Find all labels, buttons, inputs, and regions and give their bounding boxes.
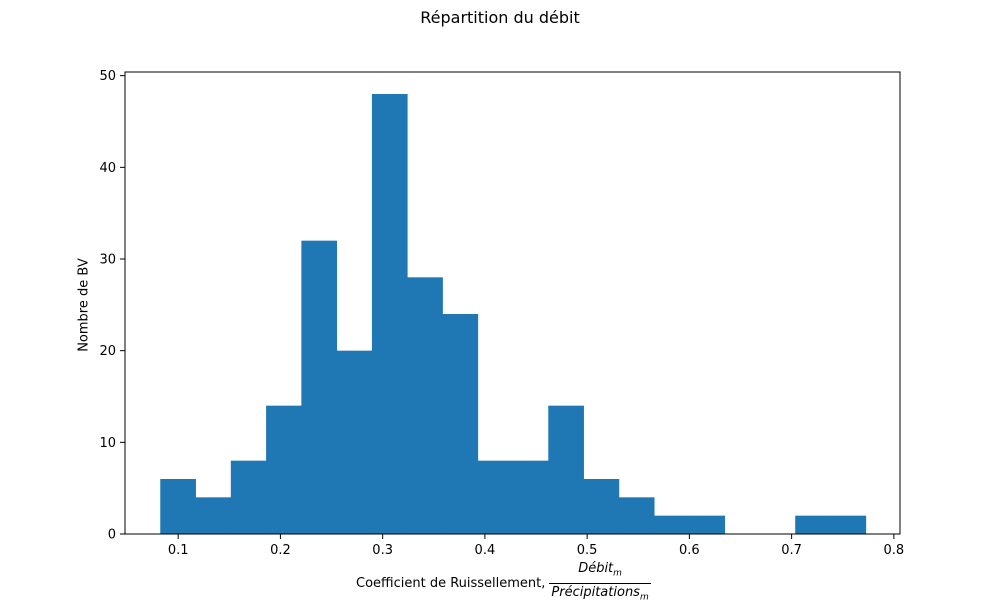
fraction-numerator: Débitm: [576, 561, 624, 583]
x-tick-label: 0.5: [577, 543, 598, 558]
histogram-bar: [160, 479, 196, 534]
y-tick-label: 10: [99, 436, 116, 451]
x-tick-label: 0.2: [270, 543, 291, 558]
x-tick-label: 0.7: [781, 543, 802, 558]
y-tick-label: 30: [99, 253, 116, 268]
x-axis-label-fraction: Débitm Précipitationsm: [549, 561, 651, 605]
y-tick-label: 50: [99, 69, 116, 84]
histogram-bar: [336, 350, 373, 534]
histogram-bar: [371, 94, 408, 534]
histogram-bar: [442, 314, 479, 534]
histogram-bar: [195, 497, 232, 534]
histogram-bar: [830, 515, 867, 534]
x-tick-label: 0.4: [475, 543, 496, 558]
y-tick-label: 40: [99, 161, 116, 176]
histogram-bar: [795, 515, 831, 534]
y-tick-label: 20: [99, 344, 116, 359]
histogram-bar: [689, 515, 726, 534]
histogram-bar: [477, 460, 514, 534]
x-tick-label: 0.3: [372, 543, 393, 558]
histogram-bar: [266, 405, 302, 534]
x-tick-label: 0.8: [884, 543, 905, 558]
histogram-bar: [618, 497, 655, 534]
numerator-subscript: m: [613, 568, 622, 579]
x-axis-label: Coefficient de Ruissellement, Débitm Pré…: [356, 561, 651, 605]
histogram-bar: [513, 460, 549, 534]
histogram-bar: [654, 515, 690, 534]
histogram-bar: [301, 240, 338, 534]
numerator-text: Débit: [578, 561, 614, 576]
histogram-bar: [407, 277, 443, 534]
denominator-subscript: m: [639, 592, 649, 603]
denominator-text: Précipitations: [551, 584, 640, 600]
x-tick-label: 0.1: [168, 543, 189, 558]
histogram-bar: [548, 405, 584, 534]
x-tick-label: 0.6: [679, 543, 700, 558]
histogram-bar: [230, 460, 267, 534]
histogram-bar: [583, 479, 620, 534]
chart-title: Répartition du débit: [420, 8, 580, 27]
y-tick-label: 0: [108, 528, 116, 543]
x-axis-label-text: Coefficient de Ruissellement,: [356, 575, 546, 591]
plot-frame: [124, 71, 901, 535]
y-axis-label: Nombre de BV: [76, 258, 92, 352]
y-axis-ticks: 0 10 20 30 40 50: [99, 69, 125, 543]
x-axis-ticks: 0.1 0.2 0.3 0.4 0.5 0.6 0.7 0.8: [168, 534, 904, 558]
bars-group: [160, 94, 867, 534]
fraction-denominator: Précipitationsm: [549, 582, 651, 605]
